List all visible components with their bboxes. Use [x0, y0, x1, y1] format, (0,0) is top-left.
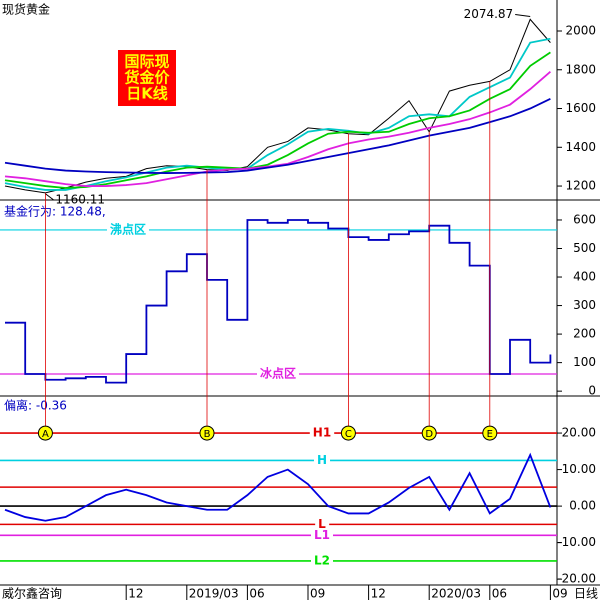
level-label-bg	[309, 426, 335, 441]
y-tick-label: 1200	[565, 179, 596, 193]
marker-label: A	[42, 429, 49, 440]
panel-title: 偏离: -0.36	[4, 398, 67, 413]
badge-text: 货金价	[124, 69, 170, 87]
series-line	[4, 452, 552, 522]
annotation-leader	[45, 193, 54, 201]
y-tick-label: -20.00	[557, 572, 596, 586]
marker-circle	[37, 425, 53, 441]
level-label: L1	[314, 528, 330, 542]
marker-circle	[199, 425, 215, 441]
level-label-bg	[315, 517, 330, 532]
x-tick-label: 2019/03	[189, 587, 239, 600]
y-tick-label: 20.00	[562, 426, 596, 440]
annotation: 2074.87	[464, 7, 514, 21]
badge-text: 日K线	[126, 85, 168, 103]
x-tick-label: 09	[310, 587, 325, 600]
y-tick-label: 0	[588, 384, 596, 398]
marker-circle	[482, 425, 498, 441]
y-tick-label: 1600	[565, 101, 596, 115]
annotation-leader	[515, 14, 531, 17]
level-label: H1	[313, 426, 331, 440]
level-label-bg	[311, 528, 333, 543]
series-line	[4, 37, 551, 191]
y-tick-label: 300	[573, 298, 596, 312]
marker-circle	[340, 425, 356, 441]
y-tick-label: 2000	[565, 24, 596, 38]
y-tick-label: 500	[573, 241, 596, 255]
y-tick-label: 1800	[565, 62, 596, 76]
marker-label: C	[345, 429, 352, 440]
level-label: H	[317, 453, 327, 467]
panel-title: 基金行为: 128.48,	[4, 204, 106, 219]
x-axis-unit: 日线	[574, 587, 598, 600]
x-tick-label: 06	[492, 587, 507, 600]
level-label-bg	[311, 553, 333, 568]
level-label-bg	[313, 453, 331, 468]
level-label: L2	[314, 553, 330, 567]
y-tick-label: 600	[573, 212, 596, 226]
badge-text: 国际现	[124, 53, 169, 71]
y-tick-label: 1400	[565, 140, 596, 154]
series-line	[4, 18, 551, 194]
panel-title: 现货黄金	[2, 2, 50, 17]
level-label: L	[318, 517, 326, 531]
level-label: 冰点区	[260, 366, 296, 381]
y-tick-label: 10.00	[562, 462, 596, 476]
x-tick-label: 09	[552, 587, 567, 600]
annotation: 1160.11	[55, 192, 105, 206]
x-tick-label: 2020/03	[431, 587, 481, 600]
y-tick-label: 200	[573, 327, 596, 341]
series-line	[5, 219, 552, 384]
y-tick-label: 100	[573, 355, 596, 369]
x-tick-label: 12	[371, 587, 386, 600]
marker-circle	[421, 425, 437, 441]
series-line	[4, 71, 551, 187]
y-tick-label: -10.00	[557, 535, 596, 549]
x-axis-source: 威尔鑫咨询	[2, 586, 62, 600]
level-label: 沸点区	[110, 221, 146, 236]
series-line	[4, 98, 551, 174]
x-tick-label: 12	[128, 587, 143, 600]
badge	[118, 50, 176, 106]
level-label-bg	[256, 367, 300, 382]
y-tick-label: 400	[573, 270, 596, 284]
marker-label: D	[425, 429, 433, 440]
y-tick-label: 0.00	[569, 499, 596, 513]
x-tick-label: 06	[249, 587, 264, 600]
level-label-bg	[106, 222, 150, 237]
marker-label: E	[487, 429, 493, 440]
marker-label: B	[204, 429, 211, 440]
